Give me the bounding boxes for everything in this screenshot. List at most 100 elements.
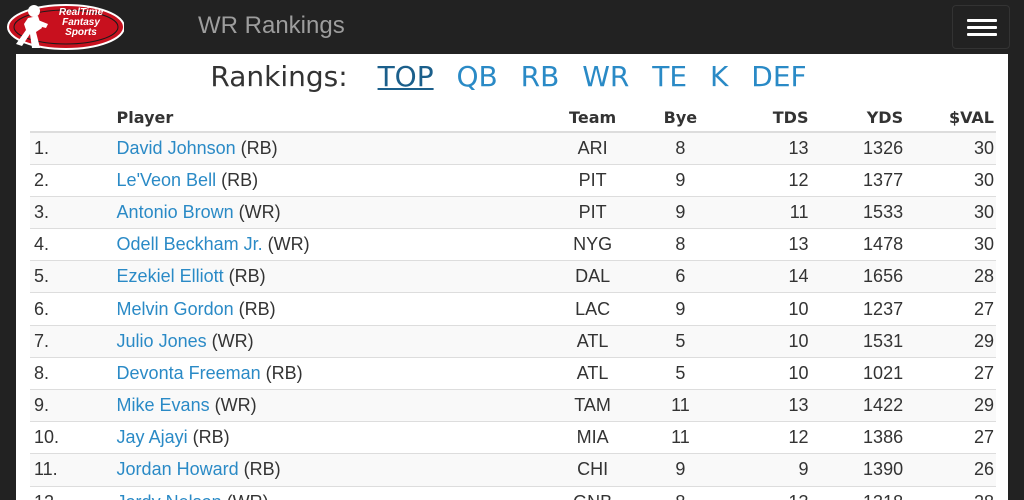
cell-val: 28 <box>905 260 996 293</box>
cell-yds: 1326 <box>810 131 906 165</box>
player-position: (WR) <box>211 330 254 351</box>
cell-rank: 12. <box>30 485 115 500</box>
cell-rank: 10. <box>30 421 115 454</box>
cell-player: Antonio Brown (WR) <box>114 195 549 229</box>
col-header-tds[interactable]: TDS <box>723 102 811 133</box>
cell-val: 28 <box>905 485 996 500</box>
cell-yds: 1656 <box>810 260 906 293</box>
rankings-table: Player Team Bye TDS YDS $VAL 1. David Joh… <box>30 102 996 500</box>
cell-yds: 1390 <box>810 453 906 487</box>
menu-toggle-button[interactable] <box>952 5 1010 49</box>
player-link[interactable]: Odell Beckham Jr. <box>116 234 263 255</box>
player-link[interactable]: Devonta Freeman <box>116 362 261 383</box>
cell-tds: 10 <box>723 292 811 326</box>
cell-team: ATL <box>548 356 638 390</box>
cell-player: Jordan Howard (RB) <box>114 453 549 487</box>
cell-val: 26 <box>905 453 996 487</box>
player-link[interactable]: Antonio Brown <box>116 201 234 222</box>
player-link[interactable]: Melvin Gordon <box>116 298 234 319</box>
cell-player: David Johnson (RB) <box>114 131 549 165</box>
nav-link-wr[interactable]: WR <box>582 60 630 93</box>
cell-tds: 12 <box>723 421 811 454</box>
cell-rank: 1. <box>30 131 115 165</box>
cell-player: Jordy Nelson (WR) <box>114 485 549 500</box>
cell-val: 29 <box>905 388 996 422</box>
cell-rank: 9. <box>30 388 115 422</box>
player-link[interactable]: Mike Evans <box>116 395 210 416</box>
cell-bye: 8 <box>637 131 724 165</box>
rankings-label: Rankings: <box>210 60 348 93</box>
cell-rank: 11. <box>30 453 115 487</box>
cell-team: PIT <box>548 163 638 197</box>
cell-tds: 13 <box>723 228 811 261</box>
cell-val: 30 <box>905 228 996 261</box>
cell-bye: 9 <box>637 453 724 487</box>
cell-player: Melvin Gordon (RB) <box>114 292 549 326</box>
player-link[interactable]: Ezekiel Elliott <box>116 266 224 287</box>
col-header-bye[interactable]: Bye <box>637 102 724 133</box>
cell-bye: 11 <box>637 388 724 422</box>
table-row: 6. Melvin Gordon (RB) LAC 9 10 1237 27 <box>30 292 996 326</box>
player-link[interactable]: Jordan Howard <box>116 459 239 480</box>
player-position: (RB) <box>243 459 281 480</box>
player-link[interactable]: Jordy Nelson <box>117 492 222 500</box>
nav-link-te[interactable]: TE <box>652 60 688 93</box>
cell-team: PIT <box>548 195 638 229</box>
col-header-yds[interactable]: YDS <box>810 102 906 133</box>
cell-tds: 12 <box>723 163 811 197</box>
cell-tds: 9 <box>723 453 811 487</box>
cell-bye: 11 <box>637 421 724 454</box>
cell-team: DAL <box>548 260 638 293</box>
table-row: 11. Jordan Howard (RB) CHI 9 9 1390 26 <box>30 453 996 487</box>
cell-player: Jay Ajayi (RB) <box>114 421 549 454</box>
col-header-team[interactable]: Team <box>548 102 638 133</box>
nav-link-k[interactable]: K <box>709 60 729 93</box>
nav-link-rb[interactable]: RB <box>520 60 560 93</box>
player-link[interactable]: Jay Ajayi <box>116 427 188 448</box>
cell-team: MIA <box>548 421 638 454</box>
cell-rank: 8. <box>30 356 115 390</box>
table-row: 7. Julio Jones (WR) ATL 5 10 1531 29 <box>30 324 996 358</box>
cell-yds: 1531 <box>810 324 906 358</box>
table-row: 9. Mike Evans (WR) TAM 11 13 1422 29 <box>30 388 996 422</box>
cell-val: 27 <box>905 292 996 326</box>
nav-link-qb[interactable]: QB <box>456 60 498 93</box>
cell-team: ARI <box>548 131 638 165</box>
player-position: (RB) <box>221 169 259 190</box>
cell-team: CHI <box>548 453 638 487</box>
table-row: 2. Le'Veon Bell (RB) PIT 9 12 1377 30 <box>30 163 996 197</box>
cell-rank: 3. <box>30 195 115 229</box>
cell-team: TAM <box>548 388 638 422</box>
cell-yds: 1533 <box>810 195 906 229</box>
cell-bye: 5 <box>637 324 724 358</box>
app-title[interactable]: WR Rankings <box>198 12 345 39</box>
cell-bye: 5 <box>637 356 724 390</box>
cell-tds: 11 <box>723 195 811 229</box>
nav-link-top[interactable]: TOP <box>377 60 434 93</box>
col-header-val[interactable]: $VAL <box>905 102 996 133</box>
table-row: 10. Jay Ajayi (RB) MIA 11 12 1386 27 <box>30 421 996 454</box>
cell-rank: 2. <box>30 163 115 197</box>
player-position: (WR) <box>227 492 269 500</box>
player-position: (RB) <box>228 266 266 287</box>
player-link[interactable]: Le'Veon Bell <box>116 169 217 190</box>
table-row: 8. Devonta Freeman (RB) ATL 5 10 1021 27 <box>30 356 996 390</box>
player-link[interactable]: Julio Jones <box>116 330 207 351</box>
hamburger-menu-icon-bar <box>967 33 997 36</box>
cell-bye: 9 <box>637 163 724 197</box>
site-logo[interactable] <box>4 2 124 52</box>
col-header-rank[interactable] <box>30 102 115 133</box>
cell-yds: 1377 <box>810 163 906 197</box>
col-header-player[interactable]: Player <box>114 102 549 133</box>
cell-yds: 1422 <box>810 388 906 422</box>
cell-tds: 13 <box>723 131 811 165</box>
player-position: (WR) <box>267 234 310 255</box>
cell-rank: 7. <box>30 324 115 358</box>
table-header-row: Player Team Bye TDS YDS $VAL <box>30 102 996 133</box>
rankings-panel: Rankings: TOP QB RB WR TE K DEF Player T… <box>16 54 1008 500</box>
cell-rank: 6. <box>30 292 115 326</box>
nav-link-def[interactable]: DEF <box>751 60 807 93</box>
player-link[interactable]: David Johnson <box>116 137 236 158</box>
player-position: (RB) <box>240 137 278 158</box>
table-row: 12.Jordy Nelson (WR)GNB813131828 <box>30 485 996 500</box>
